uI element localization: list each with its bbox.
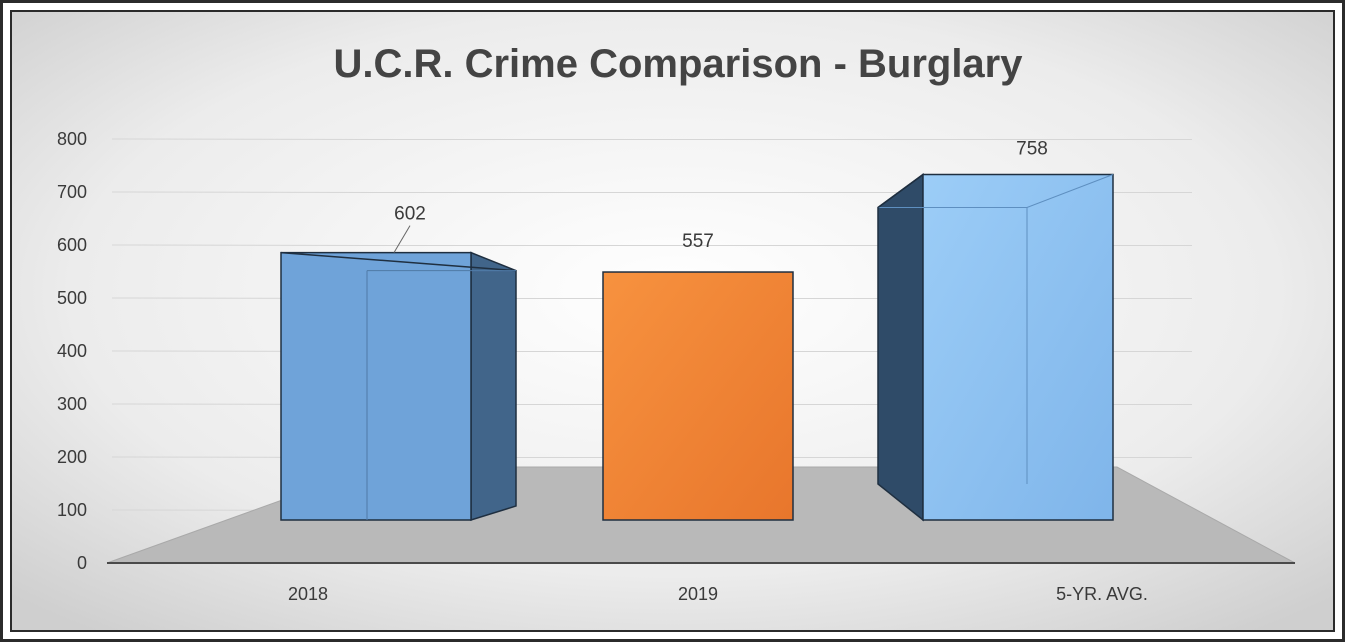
bar-side-5-yr-avg <box>877 173 924 522</box>
y-tick-label: 300 <box>57 394 87 414</box>
x-axis-labels: 2018 2019 5-YR. AVG. <box>288 584 1148 604</box>
y-axis-ticks: 0 100 200 300 400 500 600 700 800 <box>57 129 87 573</box>
data-label-2018: 602 <box>394 204 426 225</box>
bar-2018 <box>280 251 517 522</box>
chart-title: U.C.R. Crime Comparison - Burglary <box>333 42 1023 86</box>
bar-5-yr-avg <box>877 173 1114 522</box>
chart-area: U.C.R. Crime Comparison - Burglary 0 100 2… <box>10 10 1335 632</box>
gridline-800 <box>111 138 1192 140</box>
x-tick-label-2018: 2018 <box>288 584 328 604</box>
bar-front-2018 <box>280 251 472 521</box>
bar-side-2018 <box>470 251 517 522</box>
x-tick-label-5-yr-avg: 5-YR. AVG. <box>1056 584 1148 604</box>
y-tick-label: 200 <box>57 447 87 467</box>
y-tick-label: 0 <box>77 553 87 573</box>
bar-2019 <box>602 271 794 521</box>
y-tick-label: 400 <box>57 341 87 361</box>
y-tick-label: 800 <box>57 129 87 149</box>
data-label-2019: 557 <box>682 231 714 252</box>
bar-front-5-yr-avg <box>922 173 1114 521</box>
bar-chart: U.C.R. Crime Comparison - Burglary 0 100 2… <box>12 12 1333 630</box>
bar-top-edge <box>877 173 924 209</box>
y-tick-label: 100 <box>57 500 87 520</box>
data-labels: 602 557 758 <box>393 139 1048 253</box>
bars <box>280 173 1114 522</box>
data-label-5-yr-avg: 758 <box>1016 139 1048 160</box>
bar-top-edge <box>280 251 517 272</box>
y-tick-label: 600 <box>57 235 87 255</box>
data-label-leader <box>393 225 411 253</box>
y-tick-label: 700 <box>57 182 87 202</box>
x-tick-label-2019: 2019 <box>678 584 718 604</box>
bar-front-2019 <box>602 271 794 521</box>
y-tick-label: 500 <box>57 288 87 308</box>
